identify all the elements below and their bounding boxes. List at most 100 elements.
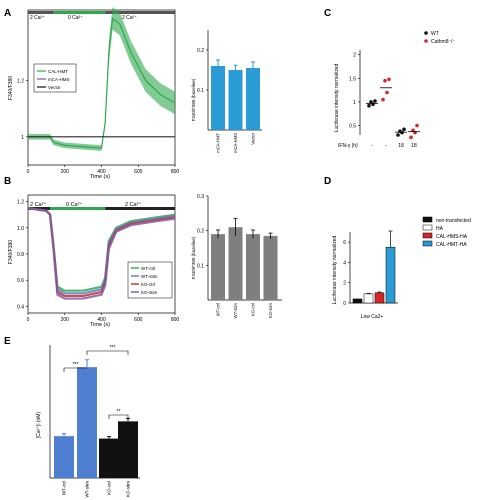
a-bar-label-2: 0 Ca²⁺ xyxy=(68,15,83,21)
c-point xyxy=(367,103,371,108)
b-bar xyxy=(211,234,225,300)
a-ytick-label: 1 xyxy=(21,135,24,141)
b-xtick-label: 800 xyxy=(171,317,180,323)
d-ytick-label: 6 xyxy=(343,240,346,246)
a-ytick-label: 1.2 xyxy=(17,78,24,84)
c-legend-marker xyxy=(424,39,428,43)
d-legend-entry: CAL-HMT-HA xyxy=(436,242,467,248)
c-legend-entry: Cathm8⁻/⁻ xyxy=(431,39,456,45)
panel-letter-d: D xyxy=(324,176,331,187)
c-x-value: 18 xyxy=(398,143,404,149)
d-ytick-label: 4 xyxy=(343,260,346,266)
b-ytick-label: 0.6 xyxy=(17,278,24,284)
e-sig-bracket xyxy=(108,414,129,419)
b-bars-ytick-label: 0.3 xyxy=(197,194,204,200)
d-bar xyxy=(385,246,396,304)
e-sig-bracket xyxy=(86,350,129,355)
c-ylabel: Luciferase intensity normalized xyxy=(334,63,340,132)
panel-letter-e: E xyxy=(4,336,11,347)
a-bar xyxy=(211,66,225,130)
c-point xyxy=(402,127,406,132)
b-trace-line-3 xyxy=(27,207,176,300)
c-point xyxy=(381,97,385,102)
a-legend-entry: mCA-HMS xyxy=(48,77,70,82)
b-ytick-label: 1.2 xyxy=(17,200,24,206)
b-ytick-label: 0.4 xyxy=(17,304,24,310)
d-legend-entry: HA xyxy=(436,226,444,232)
d-ytick-label: 2 xyxy=(343,281,346,287)
a-trace-ylabel: F340/F380 xyxy=(8,76,14,100)
b-trace-ylabel: F340/F380 xyxy=(8,240,14,264)
e-bar-category: WT-ctrl xyxy=(62,481,67,495)
e-bar xyxy=(118,421,138,478)
c-point xyxy=(409,135,413,140)
a-bar-category: mCA-HMT xyxy=(216,133,221,153)
c-point xyxy=(373,99,377,103)
a-bars-ytick-label: 0.2 xyxy=(197,48,204,54)
a-bar-segment-3 xyxy=(105,11,175,14)
c-point xyxy=(396,133,400,137)
b-ytick-label: 1.0 xyxy=(17,226,24,232)
a-xtick-label: 400 xyxy=(97,169,106,175)
b-bars-ytick-label: 0.1 xyxy=(197,263,204,269)
d-legend-entry: non-transfected xyxy=(436,218,471,224)
b-bars-ylabel: F340/F380 (baseline) xyxy=(191,236,196,279)
a-bar xyxy=(228,70,243,130)
c-point xyxy=(369,100,373,104)
b-xtick-label: 400 xyxy=(97,317,106,323)
panel-letter-c: C xyxy=(324,8,331,19)
c-point xyxy=(385,90,389,95)
b-bar-category: KO-ctrl xyxy=(251,303,256,316)
b-bar-category: WT-ctrl xyxy=(216,303,221,316)
a-bar-segment-1 xyxy=(28,11,54,14)
a-bars-ylabel: F340/F380 (baseline) xyxy=(191,78,196,121)
b-bar-label-3: 2 Ca²⁺ xyxy=(125,201,141,208)
a-bar-category: Vector xyxy=(251,132,256,144)
a-legend-entry: CAL-HMT xyxy=(48,69,68,74)
e-bar-category: KO-stim xyxy=(126,481,131,498)
panel-c-scatter: 2 1.5 1 0.5 Luciferase intensity normalized… xyxy=(334,31,456,149)
e-bar xyxy=(77,367,97,478)
c-x-value: 18 xyxy=(411,143,417,149)
e-sig-label: *** xyxy=(110,345,116,351)
panel-b-trace: 2 Ca²⁺ 0 Ca²⁺ 2 Ca²⁺ 1.2 1.0 0.8 0.6 0.4 0 200… xyxy=(8,194,180,328)
b-bar xyxy=(263,235,278,300)
b-xtick-label: 0 xyxy=(27,317,30,323)
c-point xyxy=(383,78,387,83)
e-sig-label: ** xyxy=(117,409,121,415)
b-bar-segment-2 xyxy=(50,207,106,210)
b-bar xyxy=(246,234,260,300)
c-legend-marker xyxy=(424,31,428,35)
panel-d-bars: 6 4 2 0 Luciferase intensity normalized Low… xyxy=(332,216,471,320)
b-bar xyxy=(228,227,243,300)
a-bar-label-3: 2 Ca²⁺ xyxy=(122,15,137,21)
b-xtick-label: 200 xyxy=(61,317,70,323)
c-point xyxy=(411,128,415,133)
b-bar-segment-3 xyxy=(105,207,175,210)
b-trace-xlabel: Time (s) xyxy=(90,322,110,328)
b-bar-category: WT-stim xyxy=(233,302,238,318)
a-xtick-label: 600 xyxy=(134,169,143,175)
a-xtick-label: 0 xyxy=(27,169,30,175)
b-legend-entry: WT-stim xyxy=(141,274,158,279)
c-x-value: - xyxy=(371,143,373,149)
b-legend-entry: WT-ctrl xyxy=(141,266,155,271)
c-ytick-label: 0.5 xyxy=(349,124,356,130)
d-legend-swatch xyxy=(422,216,433,223)
d-legend-swatch xyxy=(422,232,433,239)
a-trace-xlabel: Time (s) xyxy=(90,174,110,180)
c-ytick-label: 2 xyxy=(353,53,356,59)
b-bar-segment-1 xyxy=(28,207,51,210)
e-sig-label: *** xyxy=(73,362,79,368)
b-bar-label-2: 0 Ca²⁺ xyxy=(66,201,82,208)
a-legend-entry: Vector xyxy=(48,85,61,90)
a-bar-category: mCA-HMS xyxy=(233,133,238,153)
panel-e-bars: WT-ctrl WT-stim KO-ctrl KO-stim [Ca²⁺]i (nM… xyxy=(36,345,140,498)
a-bar-label-1: 2 Ca²⁺ xyxy=(30,15,45,21)
b-ytick-label: 0.8 xyxy=(17,252,24,258)
d-bar xyxy=(363,293,374,304)
c-x-row-label: IFN-γ (h) xyxy=(338,143,358,149)
a-xtick-label: 200 xyxy=(61,169,70,175)
d-legend-entry: CAL-HMS-HA xyxy=(436,234,468,240)
